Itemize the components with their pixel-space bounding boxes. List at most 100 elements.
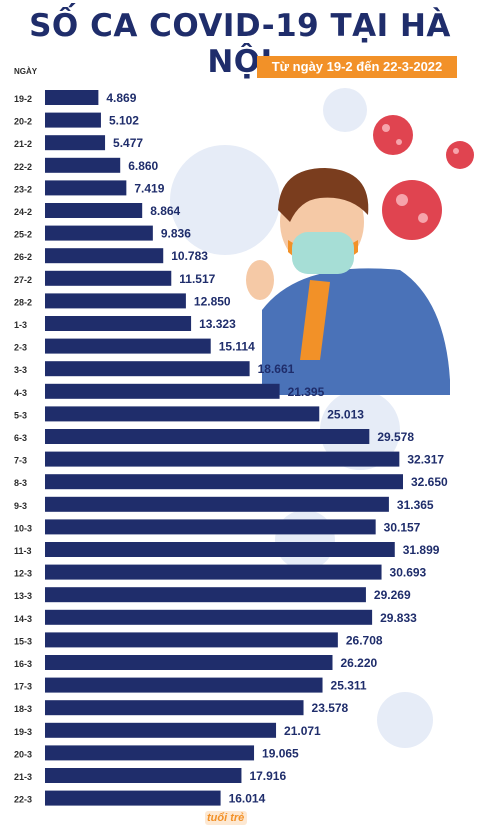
category-label: 24-2 [14,207,32,217]
bar [45,564,382,580]
category-label: 19-3 [14,727,32,737]
value-label: 10.783 [171,249,208,263]
category-label: 8-3 [14,478,27,488]
bar [45,112,101,128]
value-label: 4.869 [106,91,136,105]
value-label: 17.916 [249,769,286,783]
bar [45,474,403,490]
category-label: 21-2 [14,139,32,149]
bar [45,180,127,196]
bar [45,677,323,693]
chart-title: SỐ CA COVID-19 TẠI HÀ NỘI [29,8,451,80]
value-label: 16.014 [229,792,266,806]
bar [45,270,172,286]
value-label: 25.311 [331,679,367,693]
value-label: 21.071 [284,724,321,738]
category-label: 20-3 [14,749,32,759]
value-label: 11.517 [179,272,215,286]
value-label: 30.157 [384,520,421,534]
category-label: 14-3 [14,614,32,624]
value-label: 26.220 [340,656,377,670]
bar [45,248,164,264]
value-label: 8.864 [150,204,180,218]
value-label: 15.114 [219,340,255,354]
category-label: 25-2 [14,230,32,240]
value-label: 5.477 [113,136,143,150]
bar [45,790,221,806]
category-label: 22-3 [14,795,32,805]
value-label: 19.065 [262,746,299,760]
bar [45,316,192,331]
bar [45,429,370,444]
bar [45,406,320,422]
bars: 19-2 4.869 20-2 5.102 21-2 5.477 22-2 6.860 23-2… [14,90,448,806]
bar [45,768,242,783]
value-label: 31.899 [403,543,440,557]
value-label: 32.317 [407,453,444,467]
bar [45,700,304,716]
virus-icon [373,115,413,155]
category-label: 11-3 [14,546,32,556]
bar [45,383,280,399]
bar [45,157,121,173]
bar [45,609,373,625]
virus-icon [382,180,442,240]
value-label: 7.419 [134,181,164,195]
category-label: 15-3 [14,636,32,646]
bar [45,203,143,218]
category-label: 16-3 [14,659,32,669]
category-label: 18-3 [14,704,32,714]
category-label: 22-2 [14,162,32,172]
bar [45,519,376,535]
category-label: 28-2 [14,297,32,307]
value-label: 32.650 [411,475,448,489]
category-label: 6-3 [14,433,27,443]
category-label: 23-2 [14,184,32,194]
category-label: 13-3 [14,591,32,601]
background-illustration [170,88,474,748]
category-label: 4-3 [14,388,27,398]
value-label: 13.323 [199,317,236,331]
value-label: 23.578 [312,701,349,715]
tuoi-tre-logo: tuổi trẻ [207,812,245,824]
category-label: 3-3 [14,365,27,375]
bar [45,542,395,557]
chart-subtitle: Từ ngày 19-2 đến 22-3-2022 [257,56,457,78]
bar [45,745,255,761]
value-label: 29.578 [377,430,414,444]
bar [45,90,99,105]
bar [45,722,277,738]
value-label: 5.102 [109,114,139,128]
category-label: 12-3 [14,569,32,579]
category-label: 7-3 [14,456,27,466]
bar [45,587,366,603]
bar [45,225,153,241]
bar [45,655,333,670]
y-axis-label: NGÀY [14,67,38,76]
category-label: 1-3 [14,320,27,330]
category-label: 9-3 [14,501,27,511]
bar [45,361,250,377]
bar [45,293,186,309]
category-label: 19-2 [14,94,32,104]
person-illustration [246,168,450,395]
value-label: 18.661 [258,362,295,376]
value-label: 31.365 [397,498,434,512]
category-label: 17-3 [14,682,32,692]
value-label: 21.395 [288,385,325,399]
bar [45,496,389,512]
bar [45,135,106,151]
logo-badge [205,811,247,825]
bar [45,632,338,648]
category-label: 27-2 [14,275,32,285]
virus-icon [446,141,474,169]
category-label: 2-3 [14,343,27,353]
category-label: 10-3 [14,523,32,533]
value-label: 12.850 [194,294,231,308]
category-label: 5-3 [14,410,27,420]
value-label: 29.269 [374,588,411,602]
bar [45,451,400,467]
value-label: 26.708 [346,633,383,647]
category-label: 21-3 [14,772,32,782]
